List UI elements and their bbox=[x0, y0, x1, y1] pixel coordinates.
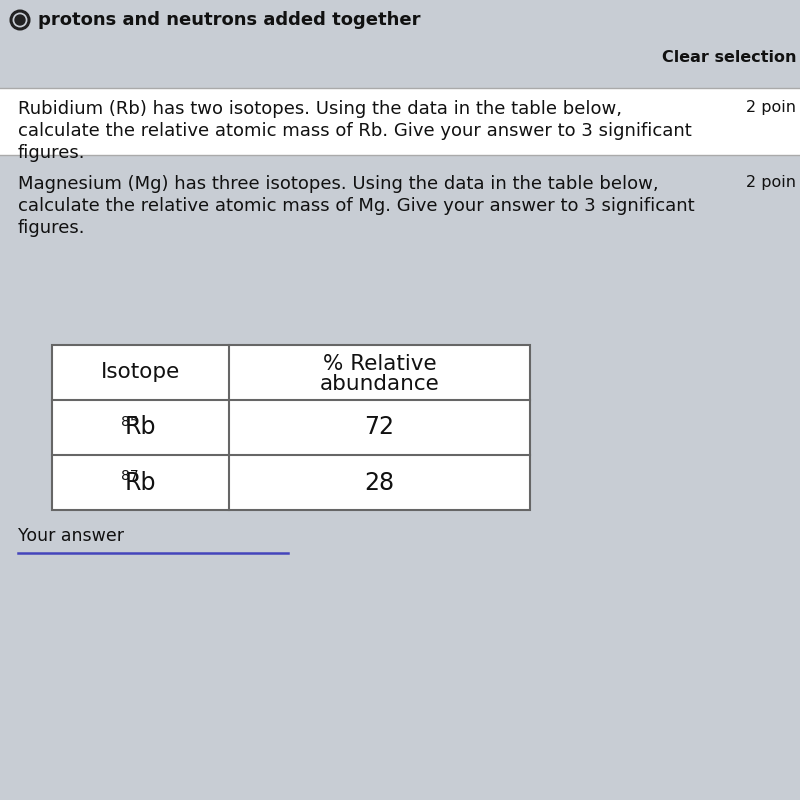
Text: 72: 72 bbox=[365, 415, 394, 439]
Text: Rb: Rb bbox=[125, 415, 156, 439]
Circle shape bbox=[15, 15, 25, 25]
Text: Your answer: Your answer bbox=[18, 527, 124, 545]
Text: Rb: Rb bbox=[125, 470, 156, 494]
Text: 2 poin: 2 poin bbox=[746, 175, 796, 190]
Text: abundance: abundance bbox=[319, 374, 439, 394]
Text: % Relative: % Relative bbox=[322, 354, 436, 374]
Text: protons and neutrons added together: protons and neutrons added together bbox=[38, 11, 421, 29]
Text: Isotope: Isotope bbox=[101, 362, 180, 382]
Text: 28: 28 bbox=[364, 470, 394, 494]
Text: Clear selection: Clear selection bbox=[662, 50, 796, 66]
Text: 87: 87 bbox=[121, 470, 138, 483]
Text: Rubidium (Rb) has two isotopes. Using the data in the table below,: Rubidium (Rb) has two isotopes. Using th… bbox=[18, 100, 622, 118]
FancyBboxPatch shape bbox=[0, 88, 800, 155]
Text: 2 poin: 2 poin bbox=[746, 100, 796, 115]
FancyBboxPatch shape bbox=[52, 345, 530, 510]
Text: Magnesium (Mg) has three isotopes. Using the data in the table below,: Magnesium (Mg) has three isotopes. Using… bbox=[18, 175, 658, 193]
Text: calculate the relative atomic mass of Rb. Give your answer to 3 significant: calculate the relative atomic mass of Rb… bbox=[18, 122, 692, 140]
Text: figures.: figures. bbox=[18, 219, 86, 237]
Text: calculate the relative atomic mass of Mg. Give your answer to 3 significant: calculate the relative atomic mass of Mg… bbox=[18, 197, 694, 215]
Text: 85: 85 bbox=[121, 414, 138, 429]
Text: figures.: figures. bbox=[18, 144, 86, 162]
